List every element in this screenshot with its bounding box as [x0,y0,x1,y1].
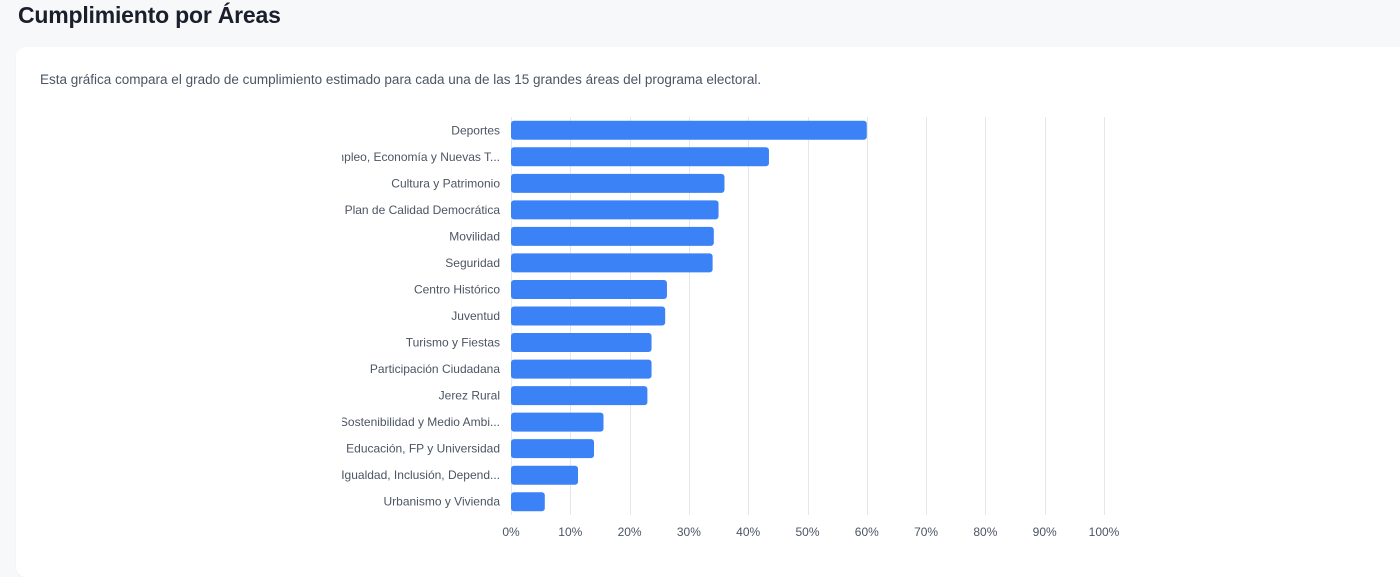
bar[interactable] [511,333,652,353]
x-tick-label: 20% [618,525,642,539]
bar[interactable] [511,492,545,512]
x-tick-label: 50% [795,525,819,539]
category-label: Centro Histórico [414,282,500,296]
bar[interactable] [511,226,714,246]
bar[interactable] [511,253,713,273]
page-title: Cumplimiento por Áreas [18,2,281,28]
category-labels: Deportes Empleo, Economía y Nuevas T... Cu… [326,123,501,509]
category-label: Turismo y Fiestas [406,336,500,350]
x-tick-label: 90% [1033,525,1057,539]
chart-description: Esta gráfica compara el grado de cumplim… [40,72,762,87]
bar[interactable] [511,439,595,459]
bar[interactable] [511,412,604,432]
category-label: Juventud [451,309,500,323]
bar[interactable] [511,147,769,167]
x-tick-label: 40% [736,525,760,539]
bar[interactable] [511,465,579,485]
bar[interactable] [511,359,652,379]
category-label: Urbanismo y Vivienda [383,495,500,509]
x-tick-label: 100% [1089,525,1120,539]
x-tick-label: 10% [558,525,582,539]
x-tick-label: 60% [855,525,879,539]
bar[interactable] [511,279,667,299]
category-label: Igualdad, Inclusión, Depend... [341,468,500,482]
category-label: Sostenibilidad y Medio Ambi... [340,415,500,429]
x-tick-label: 30% [677,525,701,539]
x-tick-label: 0% [502,525,520,539]
bar-chart: 0% 10% 20% 30% 40% 50% 60% 70% 80% 90% 100% Deporte… [326,117,1120,539]
x-tick-label: 80% [973,525,997,539]
category-label: Educación, FP y Universidad [346,442,500,456]
x-tick-label: 70% [914,525,938,539]
category-label: Deportes [451,123,500,137]
bar[interactable] [511,386,648,406]
category-label: Plan de Calidad Democrática [345,203,501,217]
bar[interactable] [511,200,719,220]
bar[interactable] [511,120,867,140]
category-label: Empleo, Economía y Nuevas T... [326,150,500,164]
category-label: Cultura y Patrimonio [391,176,500,190]
category-label: Seguridad [445,256,500,270]
category-label: Jerez Rural [439,389,500,403]
bar[interactable] [511,173,725,193]
category-label: Participación Ciudadana [370,362,500,376]
category-label: Movilidad [449,229,500,243]
bar[interactable] [511,306,666,326]
